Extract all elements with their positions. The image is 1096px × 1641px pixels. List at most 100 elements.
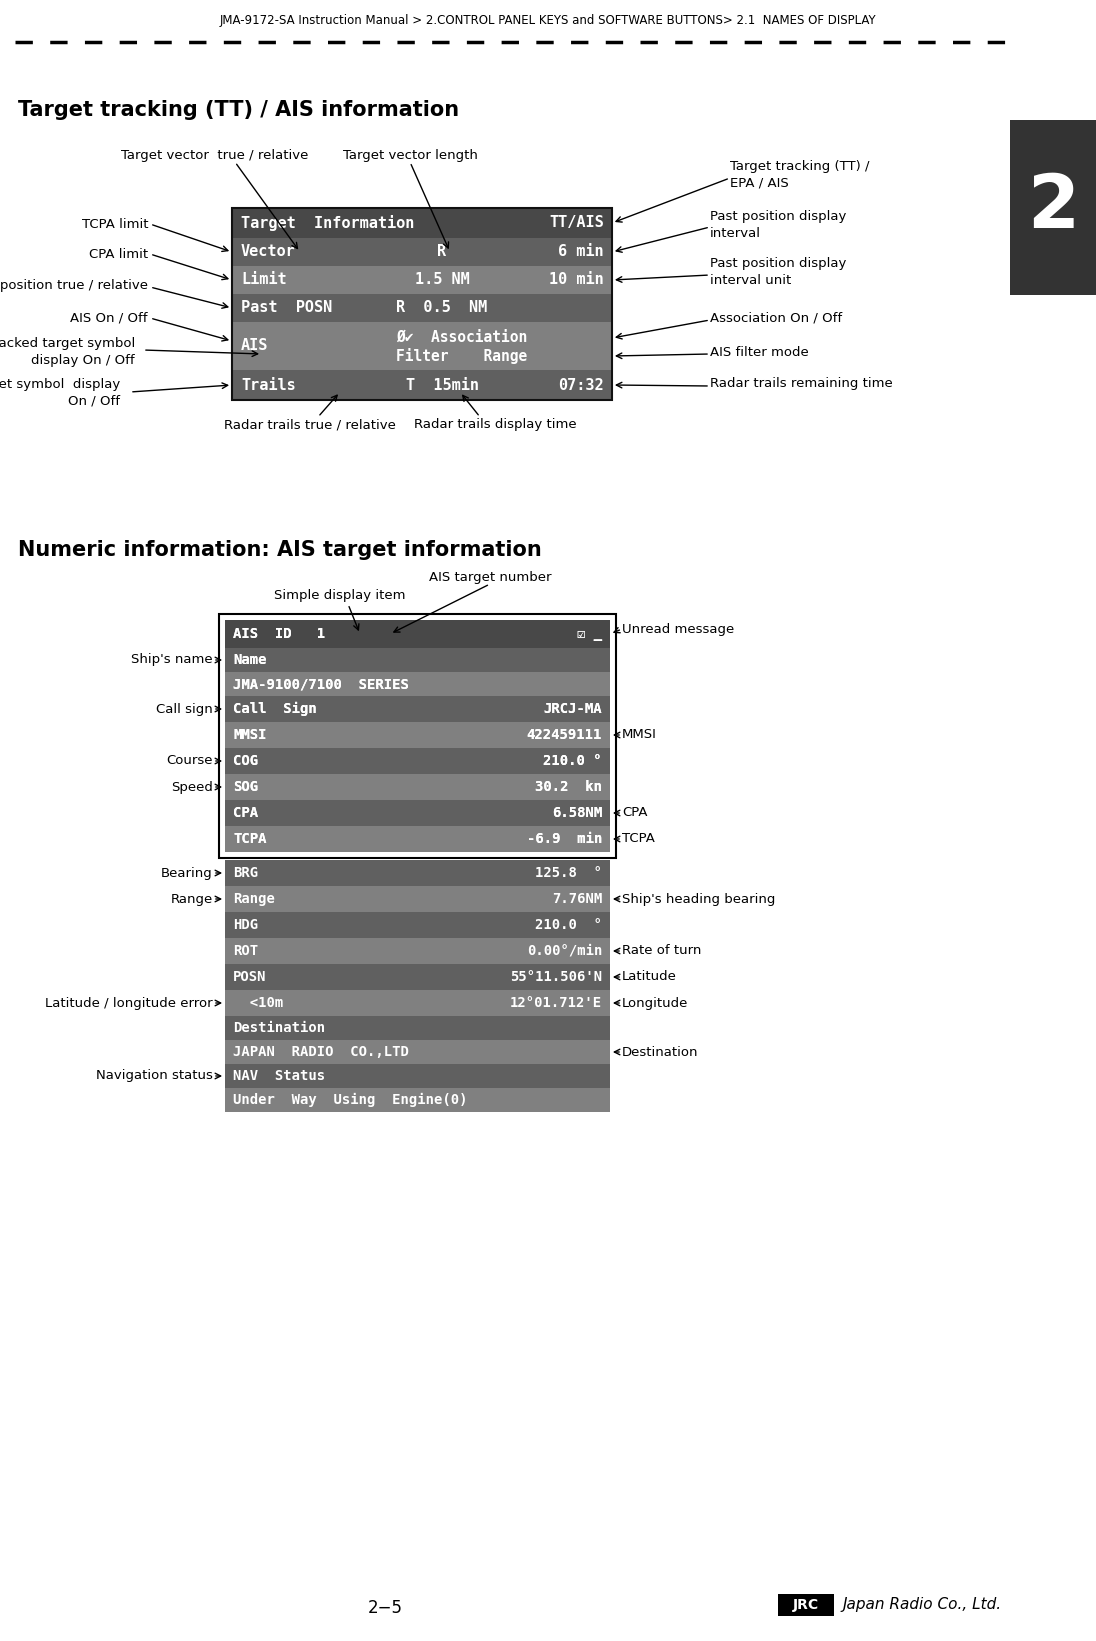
Text: -6.9  min: -6.9 min: [526, 832, 602, 847]
Text: Unread message: Unread message: [623, 622, 734, 635]
Bar: [225, 963, 610, 990]
Bar: [225, 1063, 610, 1088]
Text: Simple display item: Simple display item: [274, 589, 406, 602]
Text: 422459111: 422459111: [526, 729, 602, 742]
Text: T  15min: T 15min: [406, 377, 479, 392]
Bar: [225, 696, 610, 722]
Text: R: R: [437, 245, 446, 259]
Bar: [225, 1040, 610, 1063]
Text: JRCJ-MA: JRCJ-MA: [544, 702, 602, 715]
Text: Call sign: Call sign: [157, 702, 213, 715]
Text: Name: Name: [233, 653, 266, 666]
Bar: [225, 990, 610, 1016]
Text: TT/AIS: TT/AIS: [549, 215, 604, 230]
Text: TCPA limit: TCPA limit: [81, 218, 148, 230]
Text: CPA limit: CPA limit: [89, 248, 148, 261]
Text: Ship's heading bearing: Ship's heading bearing: [623, 893, 775, 906]
Text: Past position true / relative: Past position true / relative: [0, 279, 148, 292]
Text: Latitude: Latitude: [623, 970, 677, 983]
Text: 210.0  °: 210.0 °: [535, 917, 602, 932]
Bar: [225, 801, 610, 825]
Text: POSN: POSN: [233, 970, 266, 985]
Bar: [232, 369, 612, 400]
Text: AIS filter mode: AIS filter mode: [710, 346, 809, 358]
Text: 2−5: 2−5: [367, 1598, 402, 1616]
Text: Target vector length: Target vector length: [343, 148, 478, 161]
Text: TCPA: TCPA: [233, 832, 266, 847]
Text: AIS target number: AIS target number: [429, 571, 551, 584]
Text: AIS  ID   1: AIS ID 1: [233, 627, 326, 642]
Text: Call  Sign: Call Sign: [233, 702, 317, 715]
Text: Rate of turn: Rate of turn: [623, 945, 701, 957]
Text: JAPAN  RADIO  CO.,LTD: JAPAN RADIO CO.,LTD: [233, 1045, 409, 1058]
Text: NAV  Status: NAV Status: [233, 1068, 326, 1083]
Text: Association On / Off: Association On / Off: [710, 312, 842, 325]
Bar: [225, 775, 610, 801]
Text: Radar trails true / relative: Radar trails true / relative: [224, 418, 396, 432]
Text: Filter    Range: Filter Range: [397, 348, 527, 364]
Bar: [225, 1016, 610, 1040]
Text: 6.58NM: 6.58NM: [551, 806, 602, 820]
Bar: [232, 238, 612, 266]
Text: AIS target symbol  display
On / Off: AIS target symbol display On / Off: [0, 377, 119, 409]
Text: Bearing: Bearing: [161, 866, 213, 880]
Text: Ship's name: Ship's name: [132, 653, 213, 666]
Text: 210.0 °: 210.0 °: [544, 753, 602, 768]
Text: Range: Range: [171, 893, 213, 906]
Text: Target tracking (TT) /
EPA / AIS: Target tracking (TT) / EPA / AIS: [730, 161, 869, 190]
Text: -6.9  min: -6.9 min: [526, 832, 602, 847]
Text: 12°01.712'E: 12°01.712'E: [510, 996, 602, 1009]
Bar: [225, 648, 610, 673]
Bar: [225, 775, 610, 801]
Text: Numeric information: AIS target information: Numeric information: AIS target informat…: [18, 540, 541, 560]
Bar: [225, 648, 610, 673]
Text: COG: COG: [233, 753, 259, 768]
Bar: [232, 294, 612, 322]
Text: Course: Course: [167, 755, 213, 768]
Text: Speed: Speed: [171, 781, 213, 794]
Text: Latitude / longitude error: Latitude / longitude error: [45, 996, 213, 1009]
Bar: [225, 939, 610, 963]
Text: 30.2  kn: 30.2 kn: [535, 779, 602, 794]
Text: AIS On / Off: AIS On / Off: [70, 312, 148, 325]
Text: Destination: Destination: [623, 1045, 698, 1058]
Text: SOG: SOG: [233, 779, 259, 794]
Text: JRC: JRC: [792, 1598, 819, 1611]
Bar: [225, 825, 610, 852]
Bar: [225, 801, 610, 825]
Text: JRCJ-MA: JRCJ-MA: [544, 702, 602, 715]
Text: 210.0 °: 210.0 °: [544, 753, 602, 768]
Text: Tracked target symbol
display On / Off: Tracked target symbol display On / Off: [0, 336, 135, 368]
Text: 07:32: 07:32: [558, 377, 604, 392]
Text: Target vector  true / relative: Target vector true / relative: [122, 148, 309, 161]
Text: Target tracking (TT) / AIS information: Target tracking (TT) / AIS information: [18, 100, 459, 120]
Bar: [1011, 120, 1096, 295]
Text: CPA: CPA: [233, 806, 259, 820]
Text: Past position display
interval: Past position display interval: [710, 210, 846, 240]
Text: Range: Range: [233, 893, 275, 906]
Text: CPA: CPA: [233, 806, 259, 820]
Text: 125.8  °: 125.8 °: [535, 866, 602, 880]
Text: Past position display
interval unit: Past position display interval unit: [710, 258, 846, 287]
Bar: [225, 673, 610, 696]
Text: <10m: <10m: [233, 996, 283, 1009]
Text: JMA-9100/7100  SERIES: JMA-9100/7100 SERIES: [233, 678, 409, 691]
Bar: [225, 722, 610, 748]
Bar: [232, 208, 612, 238]
Text: 55°11.506'N: 55°11.506'N: [510, 970, 602, 985]
Text: HDG: HDG: [233, 917, 259, 932]
Bar: [225, 696, 610, 722]
Text: CPA: CPA: [623, 806, 648, 819]
Text: MMSI: MMSI: [233, 729, 266, 742]
Text: 422459111: 422459111: [526, 729, 602, 742]
Text: Name: Name: [233, 653, 266, 666]
Text: ☑ _: ☑ _: [576, 627, 602, 642]
Text: MMSI: MMSI: [233, 729, 266, 742]
Text: Longitude: Longitude: [623, 996, 688, 1009]
Bar: [232, 208, 612, 400]
Text: MMSI: MMSI: [623, 729, 657, 742]
Text: BRG: BRG: [233, 866, 259, 880]
Text: Past  POSN: Past POSN: [241, 300, 332, 315]
Bar: [225, 748, 610, 775]
Text: 0.00°/min: 0.00°/min: [526, 944, 602, 958]
